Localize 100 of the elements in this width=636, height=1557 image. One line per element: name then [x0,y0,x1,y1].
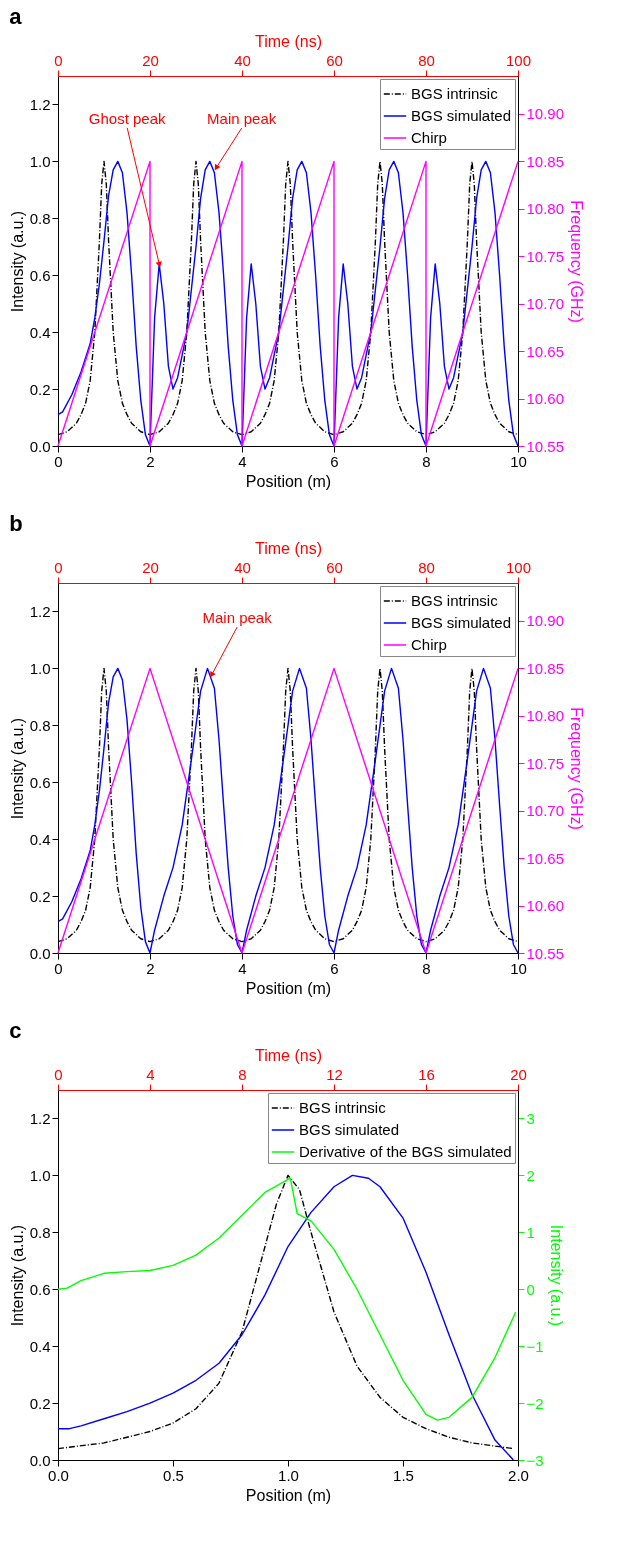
x2-tick-label: 60 [326,51,343,69]
x-axis-title: Position (m) [245,1486,332,1504]
y-tick-label: 0.4 [29,830,51,848]
y-tick-label: 0.4 [29,1337,51,1355]
x-tick-label: 1.0 [278,1466,299,1484]
x2-tick-label: 4 [146,1065,155,1083]
x-tick-label: 10 [510,452,527,470]
y2-tick-label: 10.60 [526,897,565,915]
x2-axis-title: Time (ns) [255,1046,322,1064]
y2-tick-label: −3 [526,1451,544,1469]
x2-tick-label: 12 [326,1065,343,1083]
y2-tick-label: 10.70 [526,295,565,313]
x2-tick-label: 8 [238,1065,247,1083]
y-axis-title: Intensity (a.u.) [8,1224,26,1327]
y-tick-label: 0.8 [29,716,51,734]
x-tick-label: 8 [422,959,431,977]
y-tick-label: 0.0 [29,1451,51,1469]
y2-tick-label: 10.65 [526,342,565,360]
legend-label: Chirp [411,636,447,653]
y-tick-label: 0.6 [29,773,51,791]
y-tick-label: 1.0 [29,152,51,170]
x2-tick-label: 0 [54,51,63,69]
x2-tick-label: 100 [505,558,532,576]
y-tick-label: 0.2 [29,1394,51,1412]
legend-label: Chirp [411,129,447,146]
y-tick-label: 1.0 [29,659,51,677]
y-tick-label: 0.4 [29,323,51,341]
x2-axis-title: Time (ns) [255,539,322,557]
x-tick-label: 0 [54,452,63,470]
x2-axis-title: Time (ns) [255,32,322,50]
legend-label: BGS simulated [411,614,512,631]
x-tick-label: 0.5 [163,1466,184,1484]
y2-tick-label: 10.85 [526,659,565,677]
legend-label: BGS intrinsic [411,85,499,102]
chart-title: a [9,4,23,29]
x-tick-label: 8 [422,452,431,470]
y2-tick-label: 10.75 [526,247,565,265]
y2-tick-label: 10.80 [526,200,565,218]
y-tick-label: 0.8 [29,209,51,227]
y2-axis-title: Intensity (a.u.) [547,1224,565,1327]
y-tick-label: 0.6 [29,1280,51,1298]
x-axis-title: Position (m) [245,979,332,997]
x-tick-label: 6 [330,452,339,470]
x2-tick-label: 40 [234,558,251,576]
y2-tick-label: 10.80 [526,707,565,725]
annotation: Main peak [202,609,273,627]
x2-tick-label: 20 [142,51,159,69]
x-tick-label: 2.0 [508,1466,529,1484]
x2-tick-label: 80 [418,51,435,69]
x-tick-label: 4 [238,452,247,470]
x-tick-label: 2 [146,452,155,470]
y2-tick-label: 10.65 [526,849,565,867]
y-tick-label: 1.2 [29,95,51,113]
y-tick-label: 1.2 [29,602,51,620]
y2-axis-title: Frequency (GHz) [568,200,586,323]
y2-tick-label: 0 [526,1280,535,1298]
annotation: Main peak [207,110,277,128]
x2-tick-label: 20 [510,1065,527,1083]
x2-tick-label: 60 [326,558,343,576]
x-tick-label: 6 [330,959,339,977]
x2-tick-label: 20 [142,558,159,576]
legend-label: BGS simulated [411,107,512,124]
legend-label: Derivative of the BGS simulated [299,1143,512,1160]
y2-tick-label: 10.90 [526,105,565,123]
annotation: Ghost peak [88,109,167,127]
x-axis-title: Position (m) [245,472,332,490]
y2-tick-label: 1 [526,1223,535,1241]
x2-tick-label: 100 [505,51,532,69]
legend-label: BGS intrinsic [411,592,499,609]
legend-label: BGS simulated [299,1121,400,1138]
chart-title: c [9,1018,22,1043]
y-tick-label: 0.0 [29,437,51,455]
legend-label: BGS intrinsic [299,1099,387,1116]
x2-tick-label: 80 [418,558,435,576]
y2-tick-label: −1 [526,1337,544,1355]
x2-tick-label: 40 [234,51,251,69]
x2-tick-label: 16 [418,1065,435,1083]
x-tick-label: 1.5 [393,1466,414,1484]
x-tick-label: 10 [510,959,527,977]
y-axis-title: Intensity (a.u.) [8,717,26,820]
y2-tick-label: 10.60 [526,390,565,408]
x-tick-label: 0.0 [48,1466,69,1484]
chart-title: b [9,511,23,536]
x-tick-label: 4 [238,959,247,977]
y2-tick-label: 10.70 [526,802,565,820]
y-tick-label: 0.2 [29,380,51,398]
y-tick-label: 1.0 [29,1166,51,1184]
y2-axis-title: Frequency (GHz) [568,707,586,830]
y2-tick-label: 10.55 [526,437,565,455]
y-tick-label: 0.2 [29,887,51,905]
y2-tick-label: 10.85 [526,152,565,170]
y-tick-label: 0.6 [29,266,51,284]
y-tick-label: 1.2 [29,1109,51,1127]
y2-tick-label: 10.55 [526,944,565,962]
y-axis-title: Intensity (a.u.) [8,210,26,313]
x2-tick-label: 0 [54,558,63,576]
y-tick-label: 0.8 [29,1223,51,1241]
y2-tick-label: 10.75 [526,754,565,772]
y2-tick-label: −2 [526,1394,544,1412]
y2-tick-label: 10.90 [526,612,565,630]
